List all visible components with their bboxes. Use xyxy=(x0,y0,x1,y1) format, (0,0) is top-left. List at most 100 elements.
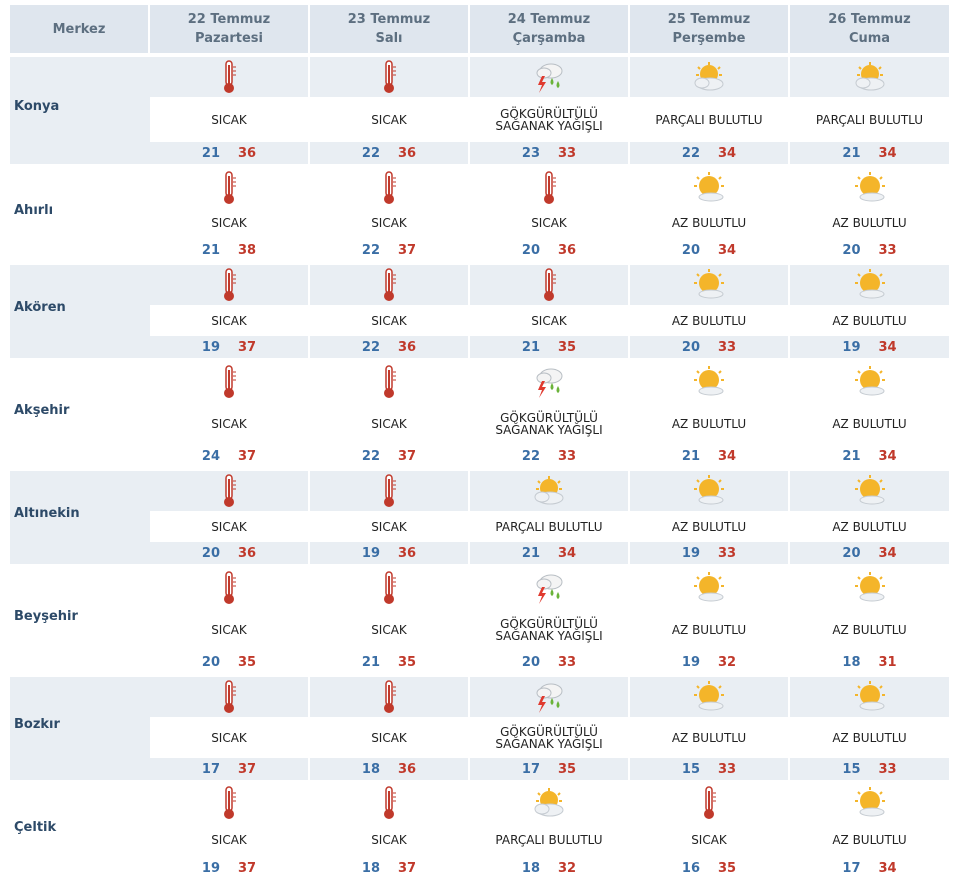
condition-line: SICAK xyxy=(211,216,247,231)
condition-line: SICAK xyxy=(211,416,247,431)
day-cell: GÖKGÜRÜLTÜLÜ SAĞANAK YAĞIŞLI 22 33 xyxy=(470,362,630,467)
max-temp: 33 xyxy=(718,339,737,355)
condition-text: PARÇALI BULUTLU xyxy=(470,821,628,858)
condition-line: AZ BULUTLU xyxy=(832,313,907,328)
temperature-range: 19 37 xyxy=(150,336,308,358)
temperature-range: 20 35 xyxy=(150,651,308,673)
day-cell: AZ BULUTLU 18 31 xyxy=(790,568,949,673)
condition-text: SICAK xyxy=(150,207,308,239)
min-temp: 20 xyxy=(842,242,861,258)
table-row: Konya SICAK 21 36 SICAK 22 36 GÖKGÜRÜLTÜLÜ SAĞAN… xyxy=(10,57,949,164)
temperature-range: 21 34 xyxy=(790,142,949,164)
day-cell: AZ BULUTLU 15 33 xyxy=(630,677,790,780)
min-temp: 20 xyxy=(201,654,220,670)
min-temp: 22 xyxy=(681,145,700,161)
temperature-range: 20 33 xyxy=(790,239,949,261)
condition-text: AZ BULUTLU xyxy=(790,516,949,538)
max-temp: 35 xyxy=(238,654,257,670)
max-temp: 34 xyxy=(718,242,737,258)
temperature-range: 17 34 xyxy=(790,859,949,879)
temperature-range: 18 32 xyxy=(470,859,628,879)
day-cell: AZ BULUTLU 19 34 xyxy=(790,265,949,358)
min-temp: 17 xyxy=(521,761,540,777)
condition-line: SICAK xyxy=(211,313,247,328)
day-cell: PARÇALI BULUTLU 18 32 xyxy=(470,784,630,879)
condition-line: SICAK xyxy=(211,622,247,637)
condition-line: GÖKGÜRÜLTÜLÜ xyxy=(500,410,598,425)
temperature-range: 15 33 xyxy=(790,758,949,780)
max-temp: 37 xyxy=(398,448,417,464)
condition-line: SICAK xyxy=(531,313,567,328)
thermometer-icon xyxy=(150,362,308,402)
max-temp: 34 xyxy=(878,545,897,561)
thunderstorm-icon xyxy=(470,568,628,608)
min-temp: 22 xyxy=(361,145,380,161)
temperature-range: 18 36 xyxy=(310,758,468,780)
temperature-range: 22 36 xyxy=(310,142,468,164)
condition-text: AZ BULUTLU xyxy=(630,310,788,332)
min-temp: 17 xyxy=(842,861,861,877)
max-temp: 31 xyxy=(878,654,897,670)
day-cell: SICAK 19 37 xyxy=(150,784,310,879)
condition-line: SAĞANAK YAĞIŞLI xyxy=(495,628,603,643)
day-cell: GÖKGÜRÜLTÜLÜ SAĞANAK YAĞIŞLI 23 33 xyxy=(470,57,630,164)
temperature-range: 18 37 xyxy=(310,859,468,879)
city-name: Beyşehir xyxy=(14,609,78,624)
day-cell: SICAK 21 36 xyxy=(150,57,310,164)
temperature-range: 22 37 xyxy=(310,239,468,261)
header-day-1: 23 Temmuz Salı xyxy=(310,5,470,53)
thunderstorm-icon xyxy=(470,57,628,97)
max-temp: 34 xyxy=(558,545,577,561)
header-date: 23 Temmuz xyxy=(347,12,431,27)
day-cell: SICAK 19 36 xyxy=(310,471,470,564)
day-cell: SICAK 18 36 xyxy=(310,677,470,780)
partly-cloudy-icon xyxy=(630,57,788,97)
day-cell: SICAK 21 35 xyxy=(470,265,630,358)
thermometer-icon xyxy=(150,57,308,97)
min-temp: 18 xyxy=(361,761,380,777)
min-temp: 23 xyxy=(521,145,540,161)
mostly-sunny-icon xyxy=(790,568,949,608)
condition-text: SICAK xyxy=(310,611,468,648)
condition-text: GÖKGÜRÜLTÜLÜ SAĞANAK YAĞIŞLI xyxy=(470,100,628,139)
min-temp: 20 xyxy=(521,654,540,670)
condition-text: SICAK xyxy=(310,821,468,858)
partly-cloudy-icon xyxy=(790,57,949,97)
thermometer-icon xyxy=(310,57,468,97)
condition-text: PARÇALI BULUTLU xyxy=(790,100,949,139)
max-temp: 38 xyxy=(238,242,257,258)
max-temp: 33 xyxy=(558,448,577,464)
condition-text: AZ BULUTLU xyxy=(630,405,788,442)
day-cell: AZ BULUTLU 20 33 xyxy=(790,168,949,261)
max-temp: 34 xyxy=(878,339,897,355)
condition-line: GÖKGÜRÜLTÜLÜ xyxy=(500,724,598,739)
condition-line: GÖKGÜRÜLTÜLÜ xyxy=(500,106,598,121)
thermometer-icon xyxy=(150,568,308,608)
temperature-range: 21 34 xyxy=(470,542,628,564)
condition-text: PARÇALI BULUTLU xyxy=(470,516,628,538)
condition-line: SICAK xyxy=(531,216,567,231)
condition-text: SICAK xyxy=(310,405,468,442)
min-temp: 22 xyxy=(361,242,380,258)
thermometer-icon xyxy=(310,568,468,608)
mostly-sunny-icon xyxy=(790,168,949,207)
temperature-range: 15 33 xyxy=(630,758,788,780)
header-date: 24 Temmuz xyxy=(507,12,591,27)
table-body: Konya SICAK 21 36 SICAK 22 36 GÖKGÜRÜLTÜLÜ SAĞAN… xyxy=(10,57,949,879)
max-temp: 34 xyxy=(878,861,897,877)
min-temp: 21 xyxy=(681,448,700,464)
thermometer-icon xyxy=(310,168,468,207)
mostly-sunny-icon xyxy=(630,568,788,608)
city-name: Ahırlı xyxy=(14,203,54,218)
condition-text: AZ BULUTLU xyxy=(790,207,949,239)
header-day-2: 24 Temmuz Çarşamba xyxy=(470,5,630,53)
condition-line: AZ BULUTLU xyxy=(671,416,747,431)
table-row: Bozkır SICAK 17 37 SICAK 18 36 GÖKGÜRÜLTÜLÜ SAĞA… xyxy=(10,677,949,780)
temperature-range: 20 34 xyxy=(630,239,788,261)
condition-text: SICAK xyxy=(150,100,308,139)
max-temp: 36 xyxy=(238,545,257,561)
condition-text: SICAK xyxy=(150,310,308,332)
day-cell: SICAK 18 37 xyxy=(310,784,470,879)
temperature-range: 21 35 xyxy=(310,651,468,673)
thermometer-icon xyxy=(310,471,468,511)
